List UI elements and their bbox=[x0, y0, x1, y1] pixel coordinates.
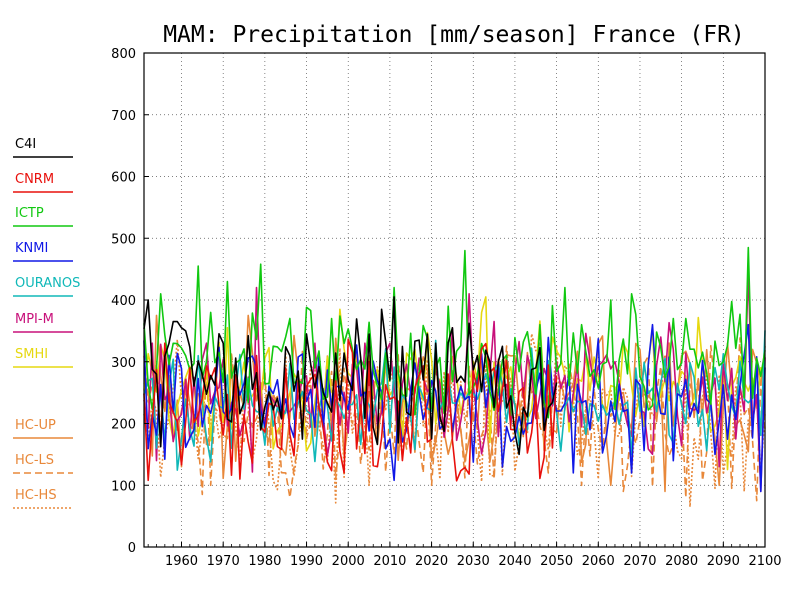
legend-label-c4i: C4I bbox=[15, 137, 36, 152]
x-tick-label: 2070 bbox=[623, 554, 656, 569]
x-tick-label: 1970 bbox=[207, 554, 240, 569]
y-tick-label: 200 bbox=[111, 418, 136, 433]
y-tick-label: 400 bbox=[111, 294, 136, 309]
grid bbox=[144, 53, 765, 547]
series-line-knmi bbox=[143, 323, 766, 493]
y-tick-label: 800 bbox=[111, 47, 136, 62]
y-tick-label: 600 bbox=[111, 171, 136, 186]
x-tick-label: 2090 bbox=[707, 554, 740, 569]
x-tick-label: 1960 bbox=[165, 554, 198, 569]
y-tick-label: 500 bbox=[111, 232, 136, 247]
legend-label-hc-hs: HC-HS bbox=[15, 488, 57, 503]
x-tick-label: 2010 bbox=[373, 554, 406, 569]
x-tick-label: 2020 bbox=[415, 554, 448, 569]
chart-title: MAM: Precipitation [mm/season] France (F… bbox=[163, 22, 745, 48]
x-tick-label: 2050 bbox=[540, 554, 573, 569]
legend-label-hc-up: HC-UP bbox=[15, 418, 56, 433]
legend: C4I CNRM ICTP KNMI OURANOS MPI-M SMHI HC-UP HC-L… bbox=[13, 137, 80, 509]
y-tick-label: 700 bbox=[111, 109, 136, 124]
x-tick-label: 1980 bbox=[248, 554, 281, 569]
x-tick-label: 1990 bbox=[290, 554, 323, 569]
y-tick-label: 0 bbox=[128, 541, 136, 556]
series-line-ictp bbox=[143, 246, 766, 419]
series-line-hc-ls bbox=[143, 337, 766, 502]
legend-label-smhi: SMHI bbox=[15, 347, 48, 362]
legend-label-ouranos: OURANOS bbox=[15, 276, 80, 291]
plot-frame bbox=[143, 52, 766, 548]
x-tick-label: 2000 bbox=[332, 554, 365, 569]
legend-label-ictp: ICTP bbox=[15, 206, 44, 221]
x-tick-label: 2040 bbox=[498, 554, 531, 569]
series-layer bbox=[143, 246, 766, 508]
x-tick-label: 2030 bbox=[457, 554, 490, 569]
series-line-c4i bbox=[143, 296, 558, 456]
x-tick-label: 2080 bbox=[665, 554, 698, 569]
y-tick-label: 100 bbox=[111, 479, 136, 494]
x-tick-label: 2060 bbox=[582, 554, 615, 569]
x-tick-label: 2100 bbox=[748, 554, 781, 569]
legend-label-cnrm: CNRM bbox=[15, 172, 54, 187]
legend-label-knmi: KNMI bbox=[15, 241, 48, 256]
y-tick-label: 300 bbox=[111, 356, 136, 371]
axes: 1960 1970 1980 1990 2000 2010 2020 2030 2040 2050… bbox=[111, 47, 781, 569]
legend-label-hc-ls: HC-LS bbox=[15, 453, 54, 468]
legend-label-mpi-m: MPI-M bbox=[15, 312, 54, 327]
